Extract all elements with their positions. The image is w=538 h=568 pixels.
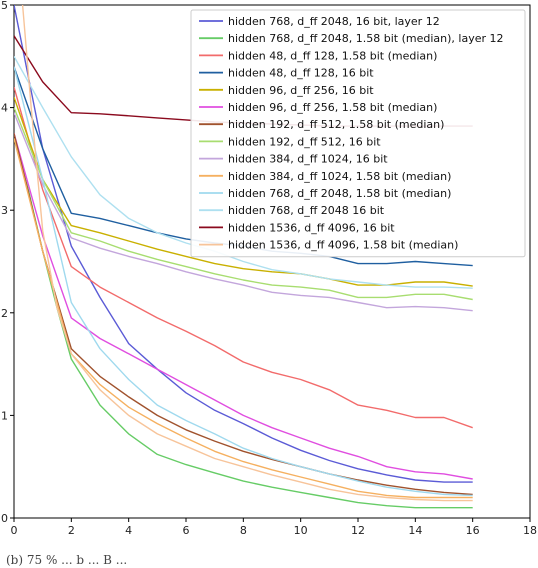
legend-label-1: hidden 768, d_ff 2048, 16 bit, layer 12 xyxy=(228,15,440,28)
series-line-12 xyxy=(14,55,473,289)
figure-caption: (b) 75 % ... b ... B ... xyxy=(6,553,128,567)
series-line-8 xyxy=(14,107,473,301)
x-tick-label: 16 xyxy=(466,524,480,537)
x-tick-label: 18 xyxy=(523,524,537,537)
x-tick-label: 12 xyxy=(351,524,365,537)
y-tick-label: 2 xyxy=(1,307,8,320)
legend-label-7: hidden 192, d_ff 512, 1.58 bit (median) xyxy=(228,118,444,131)
legend-box xyxy=(190,9,526,258)
legend-label-2: hidden 768, d_ff 2048, 1.58 bit (median)… xyxy=(228,32,504,45)
x-tick-label: 0 xyxy=(11,524,18,537)
legend-label-4: hidden 48, d_ff 128, 16 bit xyxy=(228,67,374,80)
y-tick-label: 1 xyxy=(1,409,8,422)
legend-label-3: hidden 48, d_ff 128, 1.58 bit (median) xyxy=(228,49,437,62)
x-axis: 0 2 4 6 8 10 12 14 16 18 xyxy=(11,518,537,537)
legend-label-9: hidden 384, d_ff 1024, 16 bit xyxy=(228,153,388,166)
series-line-6 xyxy=(14,133,473,480)
x-tick-label: 6 xyxy=(183,524,190,537)
y-tick-label: 4 xyxy=(1,102,8,115)
plot-frame xyxy=(13,4,531,519)
y-tick-label: 3 xyxy=(1,204,8,217)
series-line-7 xyxy=(14,133,473,496)
x-tick-label: 2 xyxy=(68,524,75,537)
series-line-9 xyxy=(14,112,473,312)
series-line-3 xyxy=(14,86,473,429)
legend-label-11: hidden 768, d_ff 2048, 1.58 bit (median) xyxy=(228,187,451,200)
y-tick-label: 0 xyxy=(1,512,8,525)
legend-label-14: hidden 1536, d_ff 4096, 1.58 bit (median… xyxy=(228,239,458,252)
y-tick-label: 5 xyxy=(1,0,8,12)
legend-label-10: hidden 384, d_ff 1024, 1.58 bit (median) xyxy=(228,170,451,183)
legend-label-13: hidden 1536, d_ff 4096, 16 bit xyxy=(228,221,395,234)
legend: hidden 768, d_ff 2048, 16 bit, layer 12 h… xyxy=(190,9,526,258)
x-tick-label: 8 xyxy=(240,524,247,537)
x-tick-label: 4 xyxy=(125,524,132,537)
legend-label-6: hidden 96, d_ff 256, 1.58 bit (median) xyxy=(228,101,437,114)
x-tick-label: 14 xyxy=(408,524,422,537)
legend-label-8: hidden 192, d_ff 512, 16 bit xyxy=(228,135,381,148)
x-tick-label: 10 xyxy=(294,524,308,537)
plot-area xyxy=(13,4,531,519)
series-line-11 xyxy=(14,66,473,497)
legend-label-12: hidden 768, d_ff 2048 16 bit xyxy=(228,204,385,217)
y-axis: 0 1 2 3 4 5 xyxy=(1,0,14,525)
legend-label-5: hidden 96, d_ff 256, 16 bit xyxy=(228,84,374,97)
series-line-10 xyxy=(14,138,473,499)
series-line-5 xyxy=(14,97,473,287)
series-line-14 xyxy=(21,5,473,502)
